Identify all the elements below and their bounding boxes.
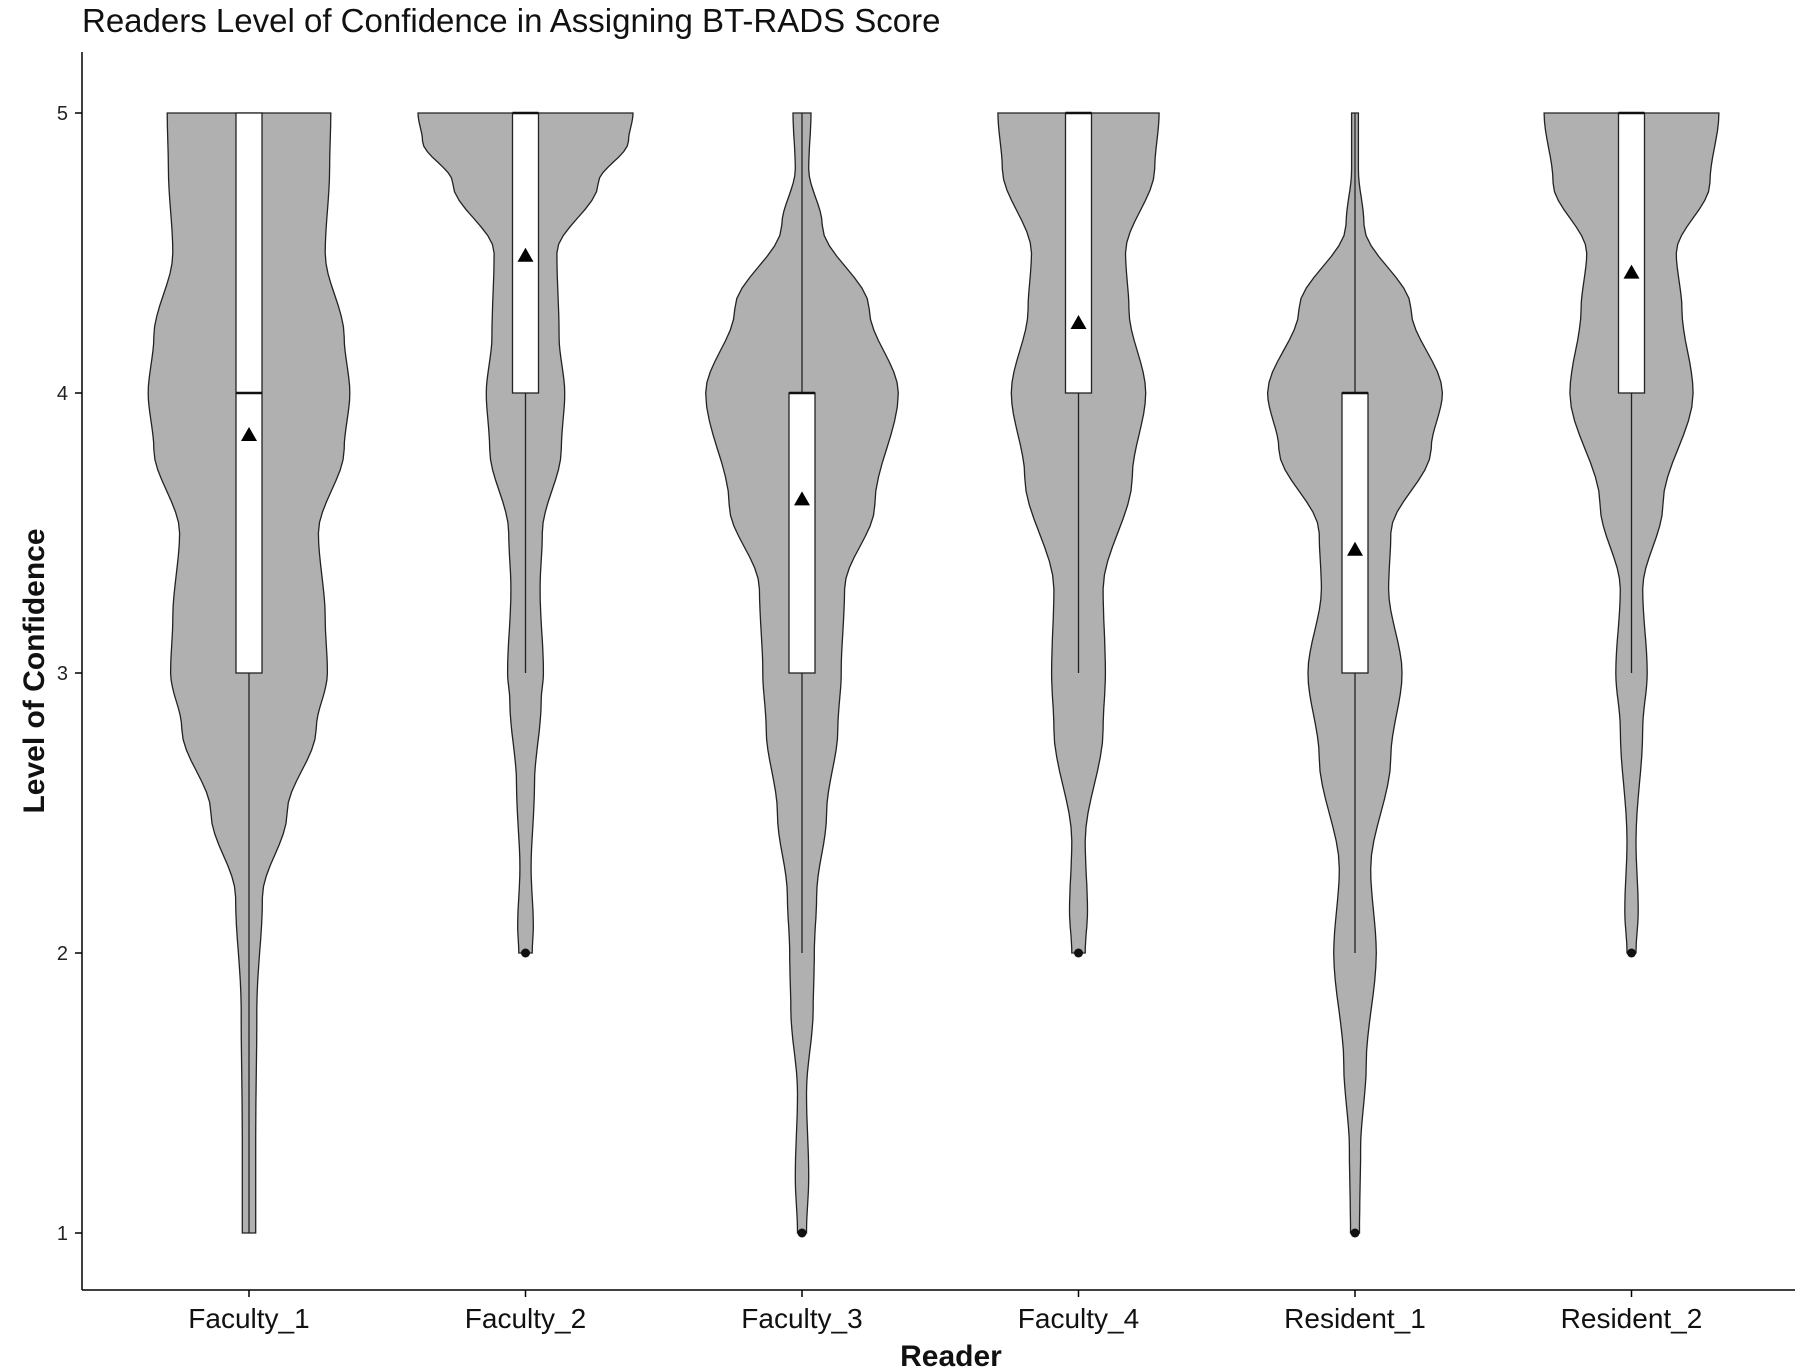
x-ticks: Faculty_1 Faculty_2 Faculty_3 Faculty_4 Resi…: [188, 1290, 1702, 1334]
outlier-point: [1627, 948, 1636, 958]
outlier-point: [1074, 948, 1083, 958]
x-tick-label: Faculty_4: [1018, 1303, 1139, 1334]
x-tick-label: Resident_1: [1284, 1303, 1426, 1334]
mean-marker: [1347, 541, 1363, 556]
violins-layer: [147, 111, 1720, 1238]
y-tick-label: 4: [57, 383, 68, 405]
violin-faculty_3: [705, 112, 899, 1238]
y-ticks: 1 2 3 4 5: [57, 103, 82, 1245]
y-tick-label: 2: [57, 943, 68, 965]
outlier-point: [1350, 1228, 1360, 1238]
chart-title: Readers Level of Confidence in Assigning…: [82, 2, 941, 39]
mean-marker: [794, 491, 810, 506]
y-axis-title: Level of Confidence: [18, 528, 51, 813]
y-tick-label: 1: [57, 1223, 68, 1245]
box: [1617, 112, 1646, 394]
axes-layer: [81, 52, 1795, 1291]
violin-faculty_2: [417, 111, 634, 958]
x-tick-label: Faculty_1: [188, 1303, 309, 1334]
mean-marker: [517, 247, 534, 262]
mean-marker: [241, 427, 257, 441]
y-tick-label: 3: [57, 663, 68, 685]
box: [1064, 112, 1093, 394]
outlier-point: [521, 948, 530, 958]
box: [788, 392, 816, 674]
violin-faculty_1: [147, 112, 351, 1234]
mean-marker: [1623, 264, 1640, 279]
outlier-point: [797, 1228, 807, 1238]
y-tick-label: 5: [57, 103, 68, 125]
x-tick-label: Resident_2: [1561, 1303, 1703, 1334]
x-tick-label: Faculty_2: [465, 1303, 586, 1334]
mean-marker: [1070, 315, 1087, 329]
x-axis-title: Reader: [900, 1340, 1002, 1372]
x-tick-label: Faculty_3: [741, 1303, 862, 1334]
violin-resident_2: [1543, 111, 1720, 958]
violin-faculty_4: [997, 111, 1160, 958]
violin-resident_1: [1266, 112, 1444, 1238]
box: [1341, 392, 1369, 674]
